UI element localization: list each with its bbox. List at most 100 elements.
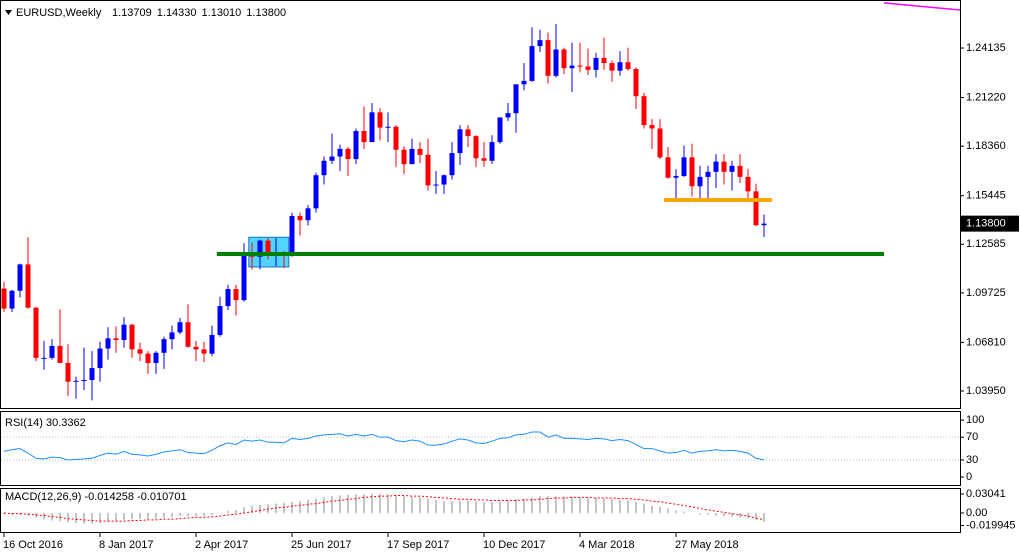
candle-body: [665, 157, 671, 178]
candle-body: [609, 63, 615, 71]
candle-body: [201, 349, 207, 354]
price-tick-label: 1.06810: [966, 336, 1006, 348]
rsi-tick-label: 0: [966, 471, 972, 483]
candle-body: [321, 160, 327, 176]
candle-body: [537, 40, 543, 47]
candle-body: [761, 223, 767, 226]
header-value: 1.13800: [246, 7, 286, 19]
candle-body: [441, 175, 447, 185]
candle-body: [401, 149, 407, 165]
candle-body: [545, 40, 551, 76]
candle-body: [425, 154, 431, 186]
x-tick-label: 4 Mar 2018: [579, 539, 635, 551]
price-tick-label: 1.18360: [966, 140, 1006, 152]
candle-body: [745, 176, 751, 192]
macd-panel: [0, 488, 961, 533]
candle-body: [41, 357, 47, 359]
candle-body: [625, 62, 631, 70]
candle-body: [89, 368, 95, 380]
candle-body: [689, 157, 695, 187]
candle-body: [145, 353, 151, 363]
macd-tick-label: 0.03041: [966, 488, 1006, 500]
candle-body: [313, 175, 319, 209]
candle-body: [57, 345, 63, 363]
price-tick-label: 1.03950: [966, 385, 1006, 397]
candle-body: [521, 80, 527, 85]
rsi-tick-label: 70: [966, 431, 978, 443]
x-tick-label: 2 Apr 2017: [195, 539, 248, 551]
candle-body: [1, 288, 7, 309]
candle-body: [305, 208, 311, 221]
rsi-tick-label: 100: [966, 414, 984, 426]
candle-body: [233, 289, 239, 301]
candle-body: [217, 306, 223, 335]
candle-body: [137, 349, 143, 354]
main-panel: [0, 0, 961, 409]
candle-body: [585, 66, 591, 70]
x-tick-label: 25 Jun 2017: [291, 539, 352, 551]
candle-body: [657, 128, 663, 158]
candle-body: [97, 348, 103, 369]
candle-body: [553, 49, 559, 76]
candle-body: [561, 49, 567, 69]
macd-tick-label: -0.019945: [966, 519, 1016, 531]
candle-body: [241, 253, 247, 301]
candle-body: [417, 148, 423, 155]
rsi-tick-label: 30: [966, 454, 978, 466]
candle-body: [633, 69, 639, 97]
main-plot: [1, 2, 960, 401]
candle-body: [577, 65, 583, 67]
candle-body: [185, 322, 191, 347]
candle-body: [649, 125, 655, 129]
candle-body: [641, 96, 647, 126]
candle-body: [113, 338, 119, 341]
menu-triangle: [5, 10, 12, 15]
header-value: 1.13709: [112, 7, 152, 19]
candle-body: [265, 240, 271, 256]
x-tick-label: 16 Oct 2016: [3, 539, 63, 551]
candle-body: [73, 380, 79, 382]
header-value: 1.14330: [157, 7, 197, 19]
candle-body: [177, 322, 183, 333]
candle-body: [409, 148, 415, 165]
price-box: [961, 215, 1019, 232]
x-tick-label: 8 Jan 2017: [99, 539, 153, 551]
candle-body: [65, 362, 71, 382]
candle-body: [481, 158, 487, 161]
price-tick-label: 1.15445: [966, 190, 1006, 202]
rsi-line: [3, 431, 765, 461]
candle-body: [345, 148, 351, 160]
candle-body: [17, 264, 23, 291]
candle-body: [377, 112, 383, 128]
candle-body: [705, 171, 711, 177]
chart-title: EURUSD,Weekly: [16, 7, 102, 19]
candle-body: [225, 289, 231, 307]
candle-body: [81, 379, 87, 381]
candle-body: [121, 324, 127, 341]
candle-body: [449, 153, 455, 176]
candle-body: [729, 165, 735, 172]
candle-body: [337, 148, 343, 157]
candle-body: [353, 131, 359, 160]
candle-body: [457, 129, 463, 154]
candle-body: [673, 176, 679, 178]
candle-body: [569, 65, 575, 69]
candle-body: [129, 324, 135, 350]
candle-body: [385, 126, 391, 128]
candle-body: [697, 176, 703, 187]
price-tick-label: 1.09725: [966, 287, 1006, 299]
candle-body: [105, 338, 111, 349]
rsi-panel: [0, 411, 961, 486]
candle-body: [289, 215, 295, 256]
candle-body: [433, 184, 439, 186]
x-tick-label: 10 Dec 2017: [483, 539, 545, 551]
candle-body: [737, 165, 743, 177]
candle-body: [329, 156, 335, 161]
macd-signal: [3, 495, 765, 522]
candle-body: [49, 345, 55, 358]
macd-title: MACD(12,26,9) -0.014258 -0.010701: [5, 491, 187, 503]
candle-body: [713, 161, 719, 172]
price-tick-label: 1.24135: [966, 42, 1006, 54]
